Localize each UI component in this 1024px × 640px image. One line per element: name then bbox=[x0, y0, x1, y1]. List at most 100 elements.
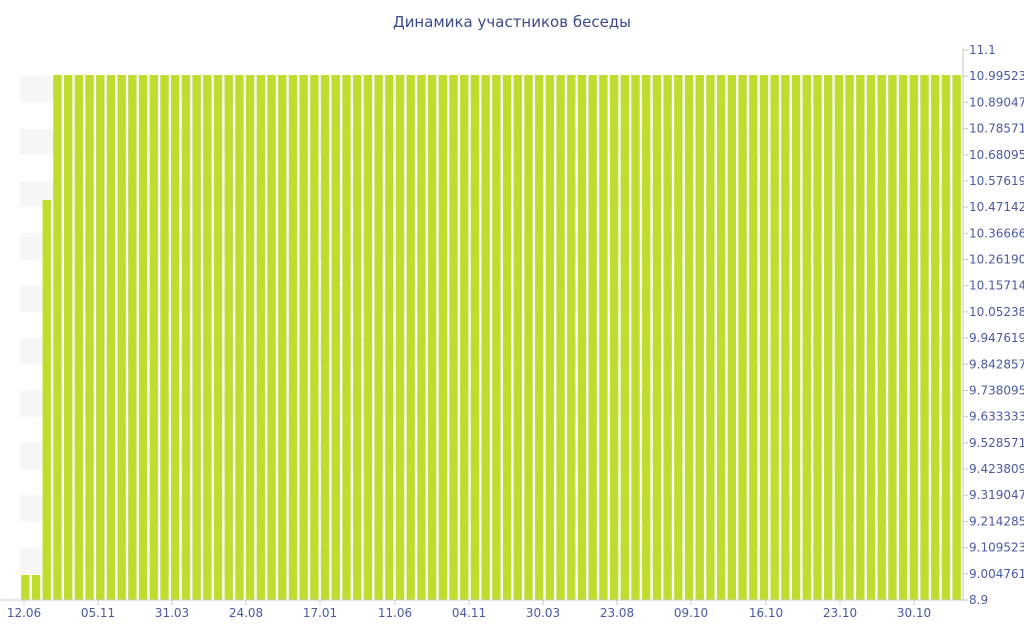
bar bbox=[106, 75, 116, 600]
bar bbox=[877, 75, 886, 600]
y-tick-label: 10.15714 bbox=[969, 279, 1024, 293]
bar bbox=[749, 75, 758, 600]
x-tick-label: 11.06 bbox=[378, 606, 412, 620]
bar bbox=[802, 75, 811, 600]
bar bbox=[920, 75, 929, 600]
bar bbox=[320, 75, 330, 600]
bar bbox=[513, 75, 522, 600]
bar bbox=[374, 75, 383, 600]
bar bbox=[663, 75, 672, 600]
bar bbox=[481, 75, 490, 600]
bar bbox=[278, 75, 287, 600]
x-tick-label: 30.03 bbox=[526, 606, 560, 620]
y-tick-label: 10.26190 bbox=[969, 253, 1024, 267]
bar bbox=[406, 75, 415, 600]
bar bbox=[652, 75, 662, 600]
y-tick-label: 10.99523 bbox=[969, 69, 1024, 83]
bar bbox=[267, 75, 276, 600]
bar bbox=[235, 75, 244, 600]
bar bbox=[85, 75, 94, 600]
bar bbox=[941, 75, 951, 600]
y-tick-label: 10.57619 bbox=[969, 174, 1024, 188]
bar bbox=[427, 75, 437, 600]
bar bbox=[866, 75, 876, 600]
bar bbox=[21, 575, 30, 600]
y-tick-label: 9.109523 bbox=[969, 541, 1024, 555]
bar bbox=[149, 75, 158, 600]
bar bbox=[181, 75, 191, 600]
bar bbox=[609, 75, 619, 600]
bar bbox=[813, 75, 822, 600]
bar bbox=[64, 75, 73, 600]
y-tick-label: 9.004761 bbox=[969, 567, 1024, 581]
x-tick-label: 23.10 bbox=[823, 606, 857, 620]
y-tick-label: 9.528571 bbox=[969, 436, 1024, 450]
bar bbox=[192, 75, 201, 600]
bar bbox=[417, 75, 426, 600]
bar bbox=[716, 75, 726, 600]
bar bbox=[363, 75, 373, 600]
bar bbox=[492, 75, 501, 600]
bar bbox=[213, 75, 223, 600]
bar bbox=[299, 75, 308, 600]
bar bbox=[898, 75, 908, 600]
bar bbox=[931, 75, 940, 600]
bar bbox=[395, 75, 405, 600]
y-tick-label: 8.9 bbox=[969, 593, 988, 607]
y-tick-label: 10.89047 bbox=[969, 95, 1024, 109]
bar bbox=[385, 75, 394, 600]
bar bbox=[53, 75, 62, 600]
bar bbox=[171, 75, 180, 600]
bar bbox=[353, 75, 362, 600]
bar bbox=[791, 75, 801, 600]
bar bbox=[845, 75, 854, 600]
bar bbox=[31, 575, 41, 600]
bar bbox=[310, 75, 319, 600]
bar bbox=[502, 75, 512, 600]
bar bbox=[577, 75, 587, 600]
y-tick-label: 10.05238 bbox=[969, 305, 1024, 319]
bar bbox=[620, 75, 629, 600]
bar bbox=[160, 75, 169, 600]
bar bbox=[256, 75, 266, 600]
bar bbox=[460, 75, 469, 600]
y-tick-label: 10.36666 bbox=[969, 226, 1024, 240]
x-tick-label: 12.06 bbox=[7, 606, 41, 620]
bar bbox=[331, 75, 340, 600]
bar bbox=[770, 75, 779, 600]
bar bbox=[952, 75, 961, 600]
bar bbox=[128, 75, 137, 600]
y-tick-label: 11.1 bbox=[969, 43, 996, 57]
bar bbox=[706, 75, 715, 600]
y-tick-label: 9.738095 bbox=[969, 383, 1024, 397]
bar bbox=[203, 75, 212, 600]
bar bbox=[470, 75, 480, 600]
bar bbox=[727, 75, 737, 600]
bar bbox=[545, 75, 555, 600]
bar bbox=[695, 75, 704, 600]
bar bbox=[245, 75, 255, 600]
bar bbox=[824, 75, 833, 600]
y-tick-label: 10.68095 bbox=[969, 148, 1024, 162]
bar bbox=[888, 75, 897, 600]
y-tick-label: 9.214285 bbox=[969, 514, 1024, 528]
bar bbox=[759, 75, 769, 600]
x-tick-label: 16.10 bbox=[749, 606, 783, 620]
bar bbox=[781, 75, 790, 600]
x-tick-label: 05.11 bbox=[81, 606, 115, 620]
bar bbox=[631, 75, 640, 600]
bar bbox=[224, 75, 233, 600]
x-tick-label: 09.10 bbox=[674, 606, 708, 620]
bar bbox=[909, 75, 918, 600]
bar bbox=[684, 75, 694, 600]
bar bbox=[524, 75, 533, 600]
chart-title: Динамика участников беседы bbox=[392, 13, 632, 31]
bar bbox=[599, 75, 608, 600]
x-tick-label: 31.03 bbox=[155, 606, 189, 620]
bar bbox=[556, 75, 565, 600]
bar bbox=[588, 75, 597, 600]
x-tick-label: 30.10 bbox=[897, 606, 931, 620]
x-tick-label: 23.08 bbox=[600, 606, 634, 620]
